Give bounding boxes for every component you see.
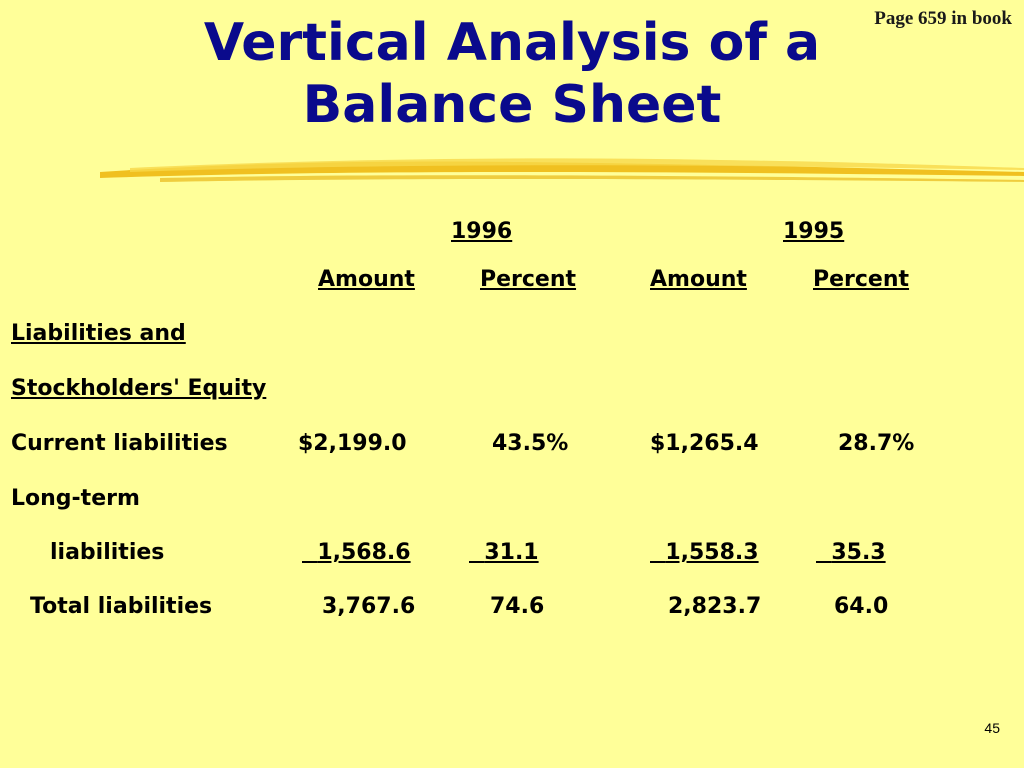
current-liabilities-amount-1996: $2,199.0	[298, 431, 407, 456]
long-term-liabilities-percent-1996: 31.1	[484, 540, 539, 565]
row-label-long-term-line-2: liabilities	[50, 540, 165, 565]
current-liabilities-percent-1996: 43.5%	[492, 431, 569, 456]
section-header-line-1: Liabilities and	[11, 321, 186, 346]
long-term-liabilities-amount-1995: 1,558.3	[665, 540, 759, 565]
slide-number: 45	[984, 720, 1000, 736]
col-header-percent-1996: Percent	[480, 267, 577, 292]
title-line-1: Vertical Analysis of a	[203, 13, 821, 73]
total-liabilities-percent-1996: 74.6	[490, 594, 545, 619]
total-liabilities-amount-1995: 2,823.7	[668, 594, 762, 619]
row-label-long-term-line-1: Long-term	[11, 486, 140, 511]
col-header-amount-1996: Amount	[318, 267, 415, 292]
total-liabilities-percent-1995: 64.0	[834, 594, 889, 619]
long-term-liabilities-percent-1995: 35.3	[831, 540, 886, 565]
row-label-total-liabilities: Total liabilities	[30, 594, 213, 619]
page-reference: Page 659 in book	[874, 8, 1012, 29]
long-term-liabilities-amount-1996: 1,568.6	[317, 540, 411, 565]
brush-stroke-divider	[100, 158, 1024, 182]
current-liabilities-percent-1995: 28.7%	[838, 431, 915, 456]
total-liabilities-amount-1996: 3,767.6	[322, 594, 416, 619]
current-liabilities-amount-1995: $1,265.4	[650, 431, 759, 456]
year-header-1996: 1996	[451, 219, 513, 244]
col-header-amount-1995: Amount	[650, 267, 747, 292]
year-header-1995: 1995	[783, 219, 845, 244]
row-label-current-liabilities: Current liabilities	[11, 431, 228, 456]
section-header-line-2: Stockholders' Equity	[11, 376, 267, 401]
col-header-percent-1995: Percent	[813, 267, 910, 292]
title-line-2: Balance Sheet	[302, 75, 722, 135]
slide-title: Vertical Analysis of a Balance Sheet	[0, 12, 1024, 136]
